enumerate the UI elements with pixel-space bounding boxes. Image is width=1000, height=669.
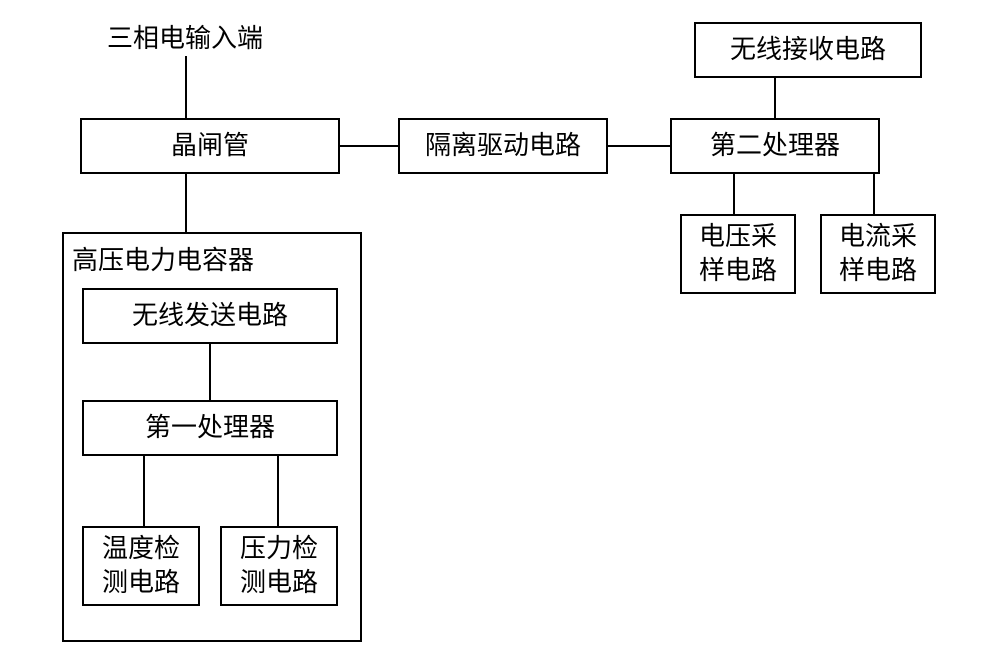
node-temp_detect: 温度检测电路 bbox=[82, 526, 200, 606]
node-first_processor: 第一处理器 bbox=[82, 400, 338, 456]
node-current_sampling: 电流采样电路 bbox=[820, 214, 936, 294]
node-hv_capacitor: 高压电力电容器 bbox=[72, 240, 352, 276]
node-wireless_tx: 无线发送电路 bbox=[82, 288, 338, 344]
diagram-canvas: 三相电输入端晶闸管 隔离驱动电路 第二处理器 无线接收电路电压采样电路电流采样电路 高压… bbox=[0, 0, 1000, 669]
node-wireless_rx: 无线接收电路 bbox=[694, 22, 922, 78]
node-pressure_detect: 压力检测电路 bbox=[220, 526, 338, 606]
node-second_processor: 第二处理器 bbox=[670, 118, 880, 174]
node-isolation_driver: 隔离驱动电路 bbox=[398, 118, 608, 174]
node-voltage_sampling: 电压采样电路 bbox=[680, 214, 796, 294]
node-three_phase_input: 三相电输入端 bbox=[85, 18, 285, 56]
node-thyristor: 晶闸管 bbox=[80, 118, 340, 174]
